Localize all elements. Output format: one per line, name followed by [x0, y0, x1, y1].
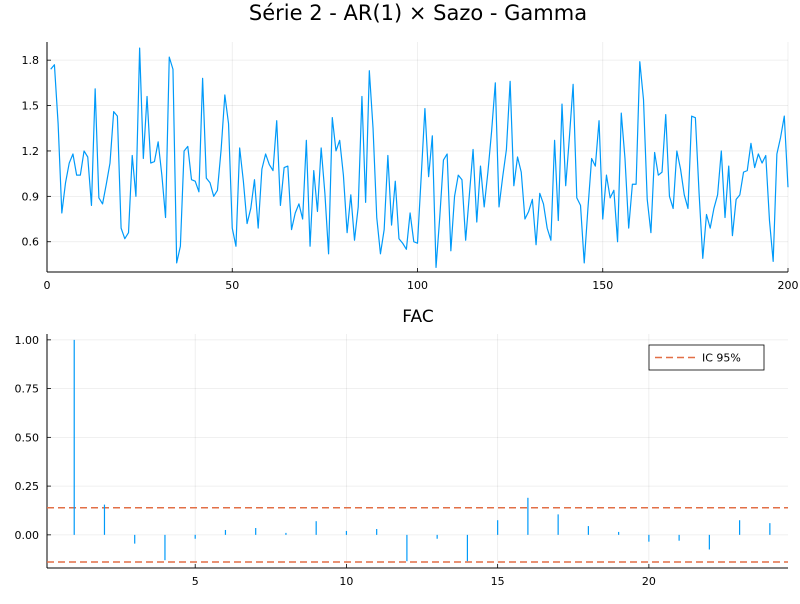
- x-tick-label: 20: [642, 575, 656, 588]
- y-tick-label: 0.9: [22, 190, 40, 203]
- series-y-ticks: 0.6 0.9 1.2 1.5 1.8: [22, 54, 51, 249]
- x-tick-label: 200: [778, 279, 799, 292]
- acf-chart-title: FAC: [402, 307, 433, 327]
- y-tick-label: 0.25: [15, 480, 40, 493]
- y-tick-label: 0.50: [15, 431, 40, 444]
- acf-y-ticks: 0.00 0.25 0.50 0.75 1.00: [15, 334, 51, 542]
- y-tick-label: 0.00: [15, 529, 40, 542]
- acf-panel: FAC 5 10 15 20 0.00 0.25 0.50 0.75 1.00 IC 95%: [15, 307, 788, 588]
- legend-label: IC 95%: [702, 352, 741, 365]
- x-tick-label: 10: [339, 575, 353, 588]
- y-tick-label: 1.8: [22, 54, 40, 67]
- acf-x-ticks: 5 10 15 20: [192, 564, 656, 588]
- series-line: [50, 47, 789, 269]
- y-tick-label: 0.6: [22, 236, 40, 249]
- acf-bars: [73, 339, 771, 562]
- y-tick-label: 0.75: [15, 383, 40, 396]
- y-tick-label: 1.5: [22, 100, 40, 113]
- x-tick-label: 150: [592, 279, 613, 292]
- confidence-band-lines: [47, 506, 788, 563]
- acf-gridlines: [47, 334, 788, 568]
- x-tick-label: 0: [44, 279, 51, 292]
- y-tick-label: 1.00: [15, 334, 40, 347]
- legend: IC 95%: [648, 344, 765, 371]
- acf-axes: [46, 334, 788, 569]
- x-tick-label: 50: [225, 279, 239, 292]
- x-tick-label: 5: [192, 575, 199, 588]
- x-tick-label: 15: [491, 575, 505, 588]
- series-chart-title: Série 2 - AR(1) × Sazo - Gamma: [249, 1, 587, 25]
- x-tick-label: 100: [407, 279, 428, 292]
- y-tick-label: 1.2: [22, 145, 40, 158]
- series-x-ticks: 0 50 100 150 200: [44, 268, 799, 292]
- series-line-group: [50, 47, 789, 269]
- series-panel: Série 2 - AR(1) × Sazo - Gamma 0 50 100 150…: [22, 1, 799, 292]
- legend-box: [648, 344, 765, 371]
